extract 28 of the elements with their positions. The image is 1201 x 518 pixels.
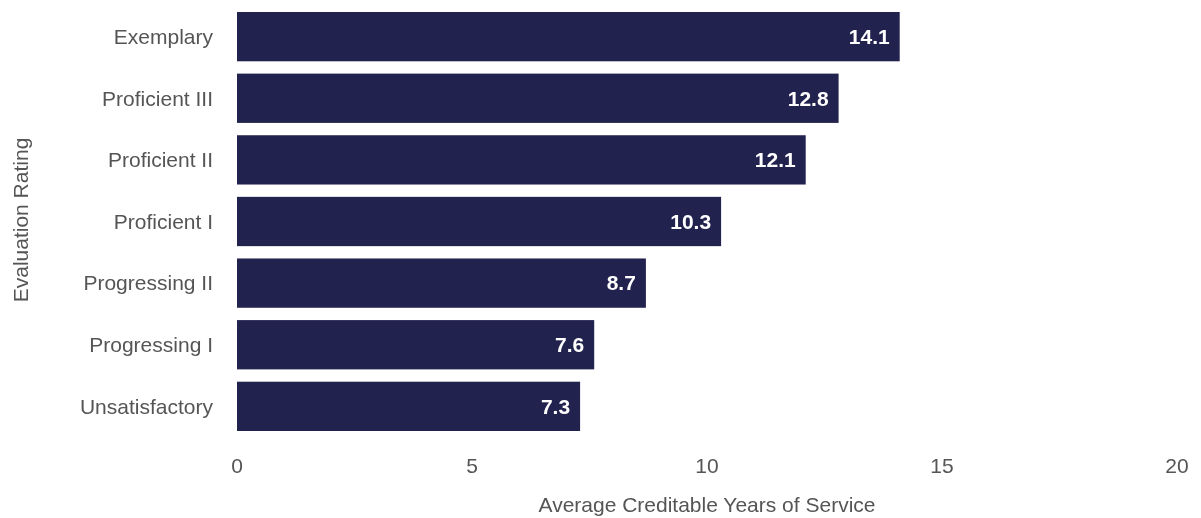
bar <box>237 12 900 62</box>
bar <box>237 73 839 123</box>
y-tick-label: Progressing I <box>89 333 213 357</box>
data-label: 14.1 <box>848 25 891 48</box>
data-label: 12.8 <box>787 86 829 110</box>
y-tick-label: Exemplary <box>113 25 214 48</box>
bar <box>237 258 646 308</box>
data-label: 10.3 <box>670 209 712 233</box>
data-label: 7.3 <box>540 394 571 418</box>
x-tick-label: 0 <box>231 454 243 478</box>
y-tick-label: Progressing II <box>83 271 213 295</box>
data-label: 7.6 <box>555 333 585 357</box>
bar <box>237 196 722 247</box>
x-axis-title: Average Creditable Years of Service <box>538 493 876 517</box>
y-axis-title: Evaluation Rating <box>9 137 33 303</box>
bar <box>237 320 595 370</box>
data-label: 12.1 <box>754 148 797 172</box>
x-tick-label: 10 <box>695 454 719 478</box>
bar <box>237 381 581 431</box>
y-tick-label: Proficient II <box>107 148 213 172</box>
bar <box>237 135 806 185</box>
y-tick-label: Proficient I <box>113 209 213 233</box>
x-tick-label: 5 <box>466 454 478 478</box>
y-tick-label: Unsatisfactory <box>79 394 214 418</box>
y-tick-label: Proficient III <box>102 86 213 110</box>
x-tick-label: 20 <box>1165 454 1189 478</box>
x-tick-label: 15 <box>930 454 954 478</box>
data-label: 8.7 <box>606 271 636 295</box>
